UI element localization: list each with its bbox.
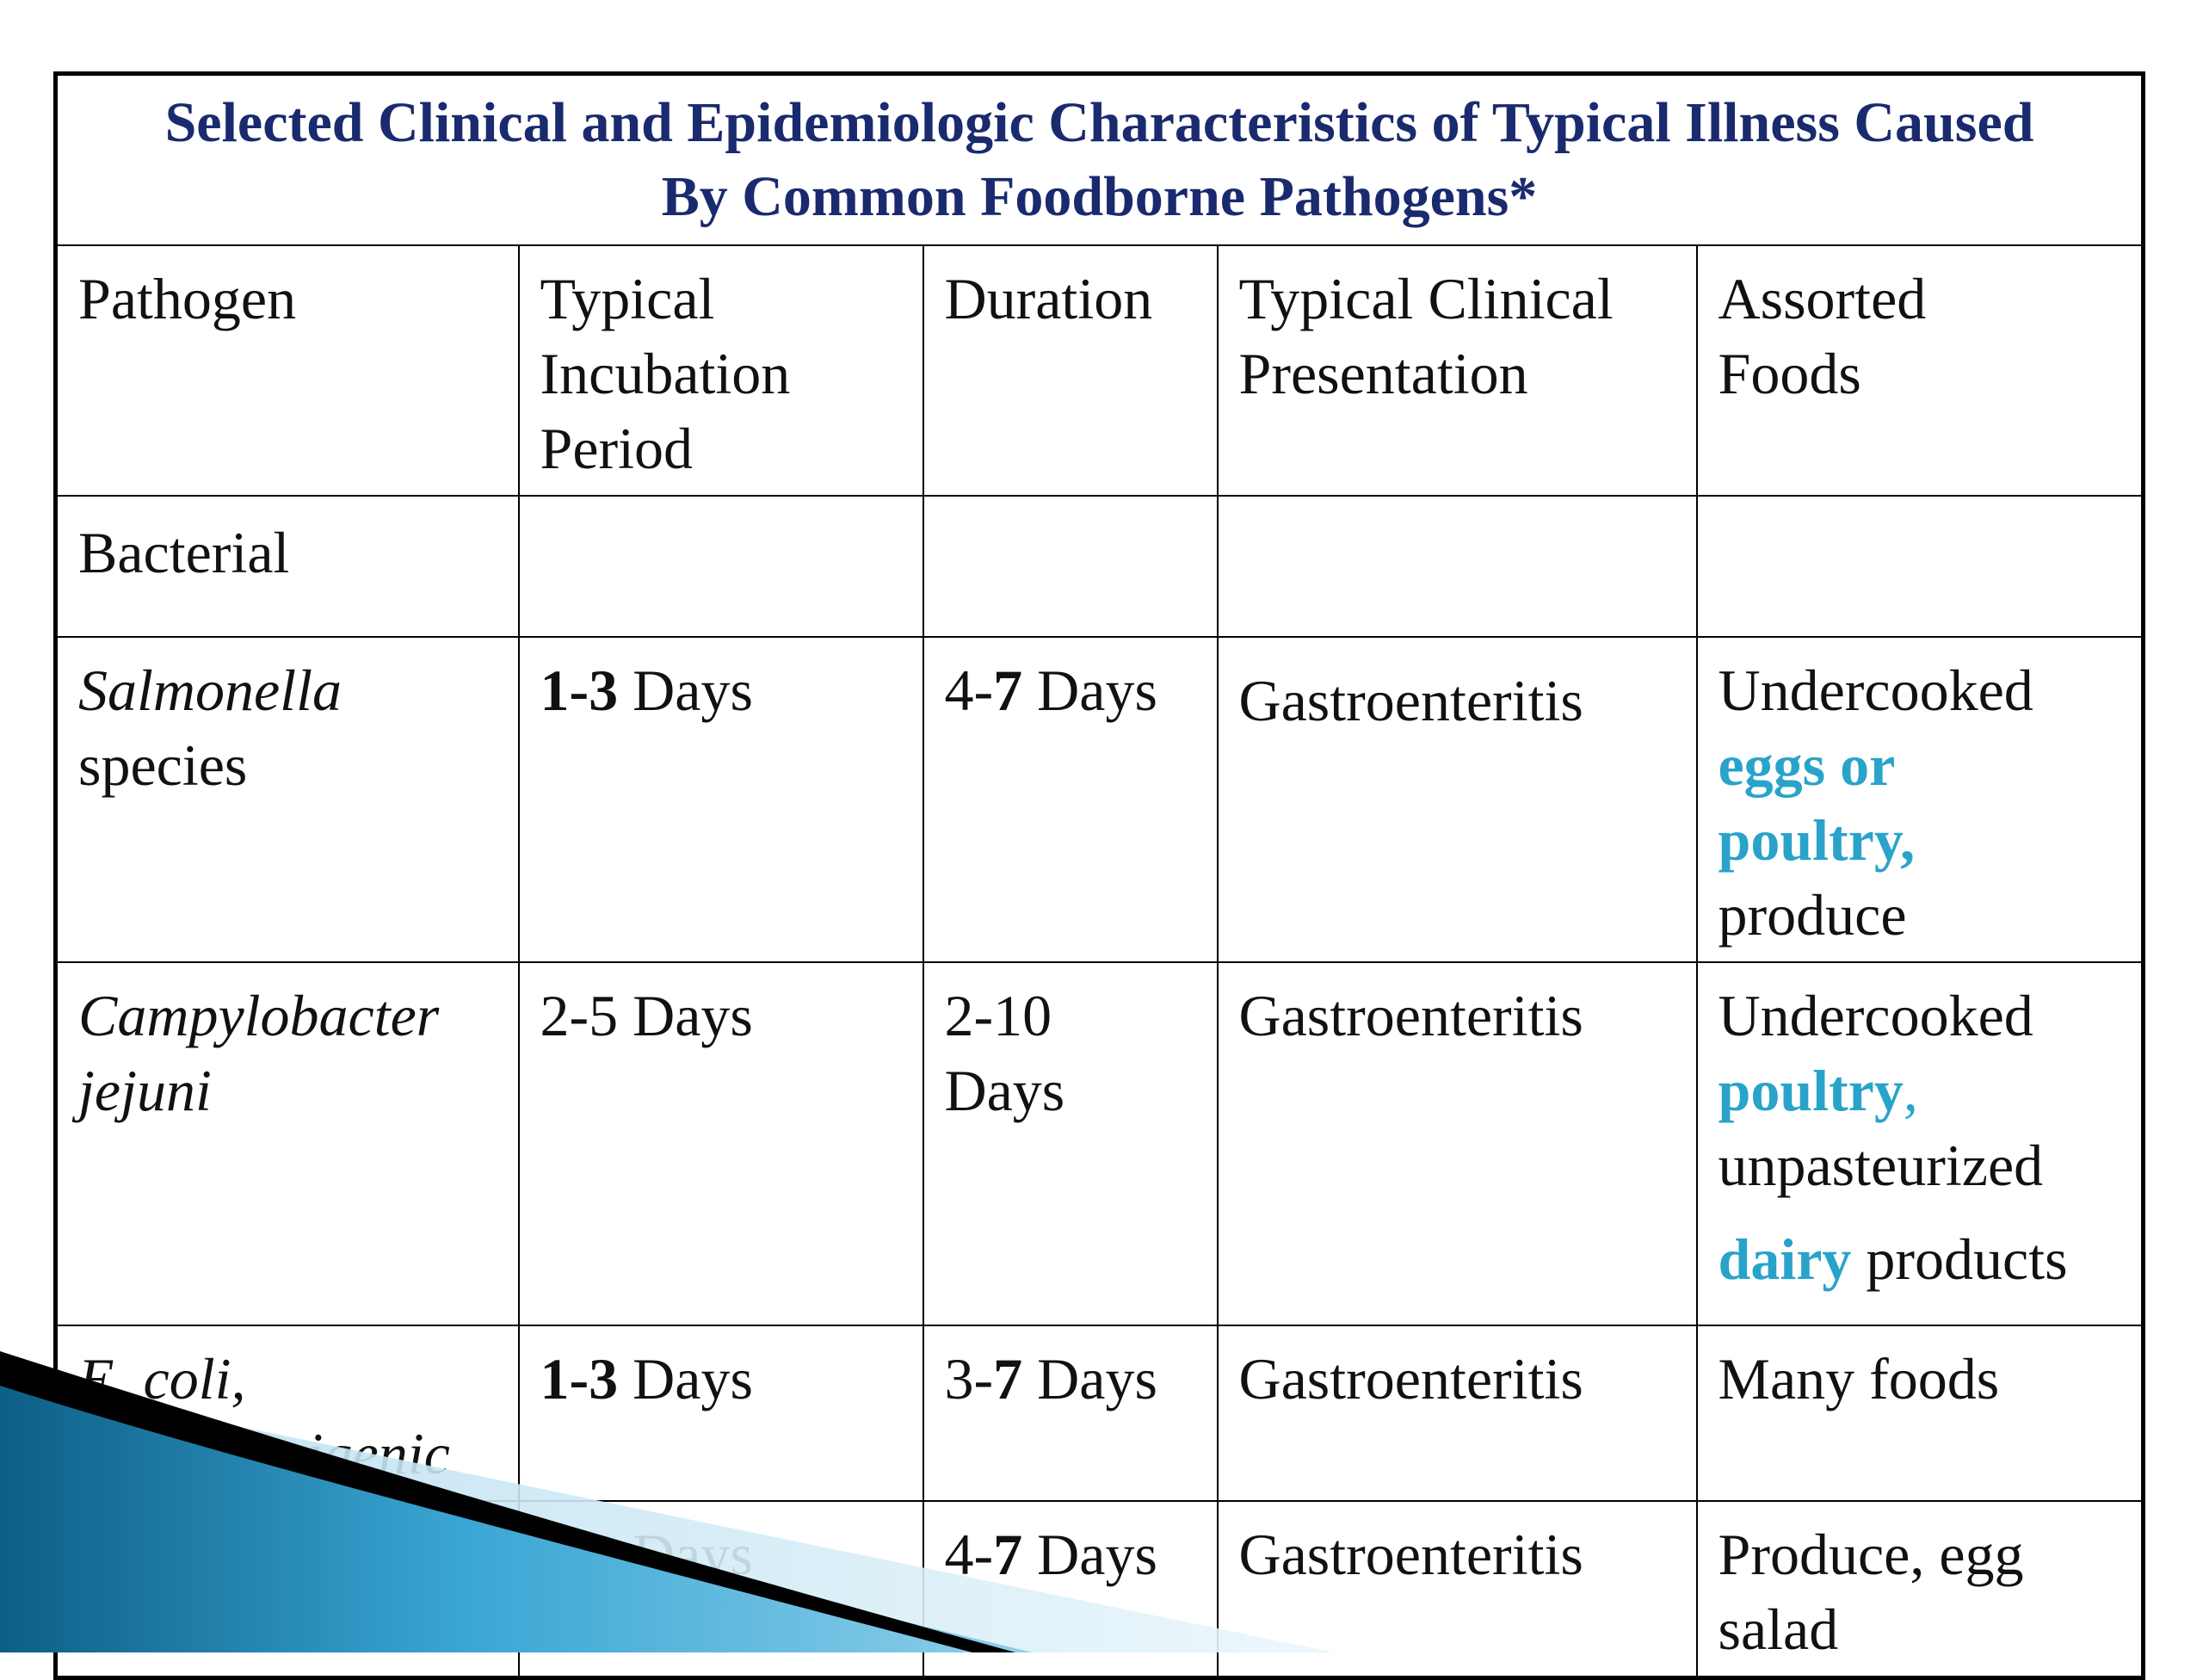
incubation-cell: 1-2 Days [517,1500,924,1679]
duration-unit: Days [1022,658,1157,723]
category-row: Bacterial [54,495,2144,638]
duration-cell: 4-7 Days [922,1500,1219,1679]
table-row: Salmonella species 1-3 Days 4-7 Days Gas… [54,636,2144,963]
foods-highlight: poultry, [1718,807,1916,873]
pathogen-name: E. coli, [78,1346,246,1411]
incubation-cell: 2-5 Days [517,961,924,1326]
header-pathogen: Pathogen [54,244,520,497]
duration-cell: 2-10 Days [922,961,1219,1326]
header-incubation-line2: Incubation [540,341,791,406]
presentation-cell: Gastroenteritis [1216,636,1698,963]
header-foods-line2: Foods [1718,341,1861,406]
duration-number: 7 [993,658,1023,723]
foods-text: salad [1718,1597,1839,1662]
foods-text: products [1851,1226,2068,1292]
incubation-unit: Days [618,1346,753,1411]
header-incubation-line3: Period [540,416,694,481]
duration-cell: 3-7 Days [922,1325,1219,1502]
pathogen-qualifier: Enterotoxigenic [78,1421,450,1486]
category-empty-cell [922,495,1219,638]
foods-comma: , [1903,1058,1918,1123]
table-title-line2: By Common Foodborne Pathogens* [661,165,1538,228]
category-empty-cell [1216,495,1698,638]
incubation-range: 1-3 [540,1346,619,1411]
presentation-cell: Gastroenteritis [1216,961,1698,1326]
foods-text: Undercooked [1718,983,2033,1048]
table-title: Selected Clinical and Epidemiologic Char… [54,72,2144,246]
header-row: Pathogen Typical Incubation Period Durat… [54,244,2144,497]
pathogen-qualifier: species [78,732,248,798]
header-duration: Duration [922,244,1219,497]
pathogen-cell: Salmonella species [54,636,520,963]
foods-cell: Undercooked eggs or poultry, produce [1695,636,2144,963]
pathogen-name: Shigella [78,1522,270,1587]
duration-number: 7 [993,1346,1023,1411]
foods-cell: Undercooked poultry, unpasteurized dairy… [1695,961,2144,1326]
foods-cell: Many foods [1695,1325,2144,1502]
foods-text: Undercooked [1718,658,2033,723]
duration-prefix: 4- [944,1522,994,1587]
foods-highlight: dairy [1718,1226,1852,1292]
duration-number: 7 [993,1522,1023,1587]
pathogen-qualifier: jejuni [78,1058,212,1123]
title-row: Selected Clinical and Epidemiologic Char… [54,72,2144,246]
pathogen-qualifier: species [269,1522,454,1587]
presentation-cell: Gastroenteritis [1216,1325,1698,1502]
incubation-unit: Days [618,658,753,723]
foods-text: Produce, egg [1718,1522,2024,1587]
foods-text: unpasteurized [1718,1133,2044,1198]
header-incubation-line1: Typical [540,266,715,331]
presentation-cell: Gastroenteritis [1216,1500,1698,1679]
header-incubation: Typical Incubation Period [517,244,924,497]
table-row: E. coli, Enterotoxigenic 1-3 Days 3-7 Da… [54,1325,2144,1502]
pathogen-cell: Shigella species [54,1500,520,1679]
header-clinical: Typical Clinical Presentation [1216,244,1698,497]
header-foods-line1: Assorted [1718,266,1927,331]
duration-range: 2-10 [944,983,1052,1048]
incubation-cell: 1-3 Days [517,636,924,963]
duration-unit: Days [944,1058,1065,1123]
pathogen-cell: Campylobacter jejuni [54,961,520,1326]
pathogen-name: Campylobacter [78,983,440,1048]
foods-text: produce [1718,882,1907,948]
header-clinical-line1: Typical Clinical [1238,266,1614,331]
duration-unit: Days [1022,1346,1157,1411]
foods-highlight: eggs or [1718,732,1896,798]
header-foods: Assorted Foods [1695,244,2144,497]
incubation-range: 1-3 [540,658,619,723]
category-bacterial: Bacterial [54,495,520,638]
incubation-cell: 1-3 Days [517,1325,924,1502]
foods-highlight: poultry [1718,1058,1904,1123]
duration-prefix: 4- [944,658,994,723]
pathogen-table: Selected Clinical and Epidemiologic Char… [53,71,2146,1680]
table-title-line1: Selected Clinical and Epidemiologic Char… [164,91,2034,154]
duration-prefix: 3- [944,1346,994,1411]
table-row: Shigella species 1-2 Days 4-7 Days Gastr… [54,1500,2144,1679]
duration-cell: 4-7 Days [922,636,1219,963]
foods-cell: Produce, egg salad [1695,1500,2144,1679]
category-empty-cell [517,495,924,638]
pathogen-name: Salmonella [78,658,342,723]
pathogen-cell: E. coli, Enterotoxigenic [54,1325,520,1502]
header-clinical-line2: Presentation [1238,341,1528,406]
table-row: Campylobacter jejuni 2-5 Days 2-10 Days … [54,961,2144,1326]
duration-unit: Days [1022,1522,1157,1587]
category-empty-cell [1695,495,2144,638]
